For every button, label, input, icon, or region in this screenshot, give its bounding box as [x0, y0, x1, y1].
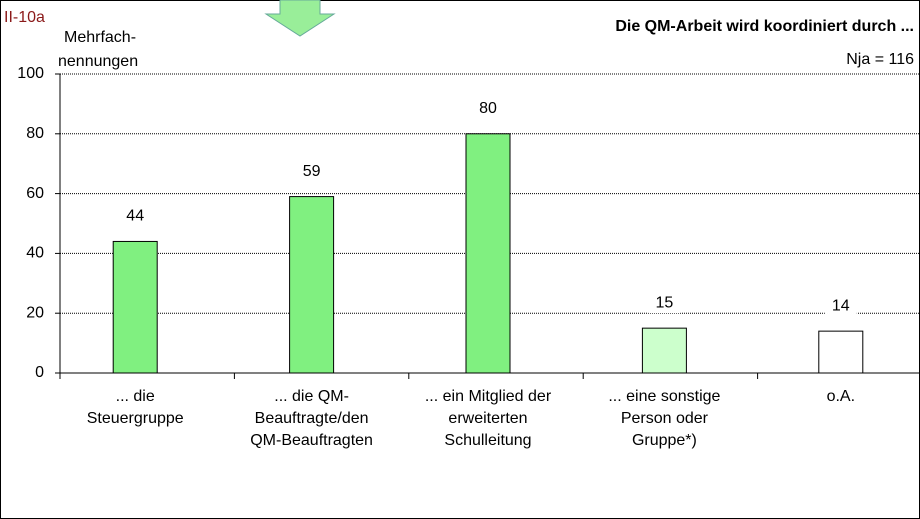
x-tick-label: Gruppe*) [632, 432, 697, 449]
y-tick-label: 60 [26, 185, 44, 202]
y-tick-label: 0 [35, 364, 44, 381]
value-label-bg [648, 291, 681, 314]
value-label-bg [119, 204, 152, 227]
arrow-icon [264, 0, 336, 37]
value-label-bg [472, 96, 504, 119]
value-label: 80 [479, 100, 497, 117]
value-label: 14 [832, 297, 850, 314]
bar [641, 327, 687, 374]
x-tick-label: ... eine sonstige [608, 388, 720, 405]
x-tick-label: Beauftragte/den [255, 410, 369, 427]
x-tick-label: Person oder [621, 410, 709, 427]
bar [465, 133, 511, 374]
chart-subtitle: Nja = 116 [846, 51, 914, 68]
y-tick-label: 20 [26, 304, 44, 321]
x-tick-label: Schulleitung [444, 432, 531, 449]
y-tick-label: 80 [26, 125, 44, 142]
bar [112, 240, 158, 374]
y-tick-label: 40 [26, 245, 44, 262]
value-label-bg [295, 159, 328, 182]
x-tick-label: Steuergruppe [87, 410, 184, 427]
y-tick-label: 100 [17, 65, 44, 82]
x-tick-label: QM-Beauftragten [250, 432, 373, 449]
bar [818, 330, 864, 374]
x-tick-label: ... ein Mitglied der [425, 388, 552, 405]
x-tick-label: ... die [116, 388, 155, 405]
y-axis-label: nennungen [58, 53, 138, 70]
y-axis-label: Mehrfach- [64, 29, 136, 46]
chart-id: II-10a [4, 9, 45, 26]
value-label: 59 [303, 163, 321, 180]
bar [289, 196, 335, 374]
x-tick-label: o.A. [827, 388, 855, 405]
chart-title: Die QM-Arbeit wird koordiniert durch ... [615, 18, 914, 35]
value-label: 15 [656, 294, 674, 311]
value-label-bg [824, 294, 857, 317]
x-tick-label: erweiterten [448, 410, 527, 427]
value-label: 44 [126, 208, 144, 225]
x-tick-label: ... die QM- [274, 388, 349, 405]
